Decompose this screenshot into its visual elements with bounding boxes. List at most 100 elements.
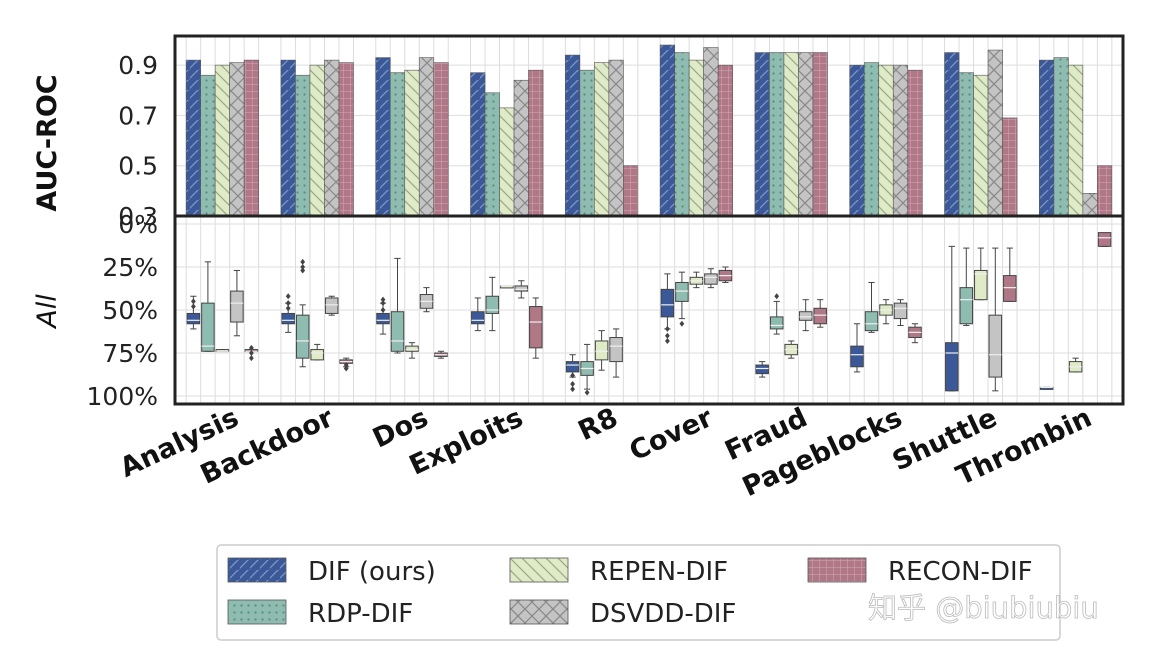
- box-pageblocks-4: [908, 323, 922, 344]
- outlier-point: [300, 264, 306, 270]
- bottom-y-tick-label: 25%: [102, 253, 158, 282]
- box-cover-1: [675, 271, 689, 320]
- bar-thrombin-1: [1053, 57, 1069, 217]
- bar-thrombin-2: [1068, 64, 1084, 217]
- bottom-panel-grid: [175, 216, 1123, 404]
- bottom-y-tick-label: 75%: [102, 339, 158, 368]
- box-dos-4: [434, 350, 448, 359]
- outlier-point: [665, 337, 670, 344]
- box-shuttle-4: [1003, 247, 1017, 302]
- legend-label: DSVDD-DIF: [590, 599, 736, 629]
- bar-thrombin-3: [1082, 193, 1098, 217]
- bar-backdoor-0: [280, 59, 296, 217]
- box-exploits-2: [500, 285, 514, 289]
- top-y-tick-label: 0.5: [118, 152, 158, 181]
- bar-analysis-2: [214, 64, 230, 217]
- box-shuttle-2: [974, 247, 988, 301]
- bar-pageblocks-2: [878, 64, 894, 217]
- bottom-y-tick-label: 0%: [118, 210, 158, 239]
- outlier-point: [774, 293, 780, 300]
- outlier-point: [191, 298, 196, 305]
- box-cover-2: [689, 271, 704, 289]
- box-exploits-3: [514, 280, 529, 299]
- box-pageblocks-0: [850, 323, 864, 373]
- bar-cover-4: [717, 64, 733, 217]
- outlier-point: [665, 332, 670, 339]
- outlier-point: [249, 355, 254, 362]
- box-iqr: [405, 345, 419, 352]
- legend-swatch: [227, 599, 287, 625]
- box-dos-3: [419, 287, 434, 313]
- bar-cover-2: [688, 59, 704, 217]
- bar-fraud-3: [798, 52, 814, 217]
- outlier-point: [380, 296, 386, 303]
- legend-label: DIF (ours): [308, 557, 436, 587]
- legend-label: REPEN-DIF: [590, 557, 728, 587]
- box-iqr: [529, 306, 543, 349]
- outlier-point: [343, 365, 349, 372]
- bar-shuttle-1: [958, 72, 974, 217]
- bar-backdoor-1: [295, 74, 311, 217]
- bottom-y-tick-label: 50%: [102, 296, 158, 325]
- bar-analysis-0: [185, 59, 201, 217]
- legend-swatch: [807, 557, 867, 583]
- bar-cover-0: [659, 44, 675, 217]
- box-iqr: [755, 364, 769, 375]
- bar-dos-4: [433, 62, 449, 217]
- bar-r8-0: [565, 54, 581, 217]
- box-iqr: [988, 314, 1003, 378]
- top-panel-bars: [185, 44, 1113, 217]
- legend-item-4: RECON-DIF: [807, 557, 1033, 587]
- outlier-point: [249, 344, 254, 351]
- top-y-axis-title: AUC-ROC: [32, 74, 63, 211]
- box-analysis-1: [201, 261, 215, 352]
- box-backdoor-1: [295, 304, 310, 368]
- box-iqr: [798, 311, 813, 321]
- box-iqr: [1097, 232, 1112, 247]
- legend-swatch: [509, 599, 569, 625]
- bottom-y-axis-title: All: [32, 294, 63, 330]
- box-fraud-3: [798, 299, 813, 332]
- box-dos-2: [405, 342, 419, 359]
- bar-dos-2: [404, 69, 420, 217]
- box-cover-3: [704, 268, 718, 289]
- outlier-point: [249, 350, 254, 356]
- outlier-point: [285, 293, 291, 300]
- box-iqr: [959, 287, 974, 325]
- box-iqr: [769, 316, 784, 330]
- box-iqr: [376, 312, 390, 325]
- box-iqr: [514, 285, 529, 292]
- outlier-point: [191, 303, 196, 310]
- outlier-point: [570, 380, 575, 387]
- outlier-point: [380, 307, 386, 313]
- box-iqr: [230, 290, 244, 323]
- bar-thrombin-4: [1097, 165, 1113, 217]
- box-iqr: [675, 281, 689, 302]
- bar-shuttle-0: [944, 52, 960, 217]
- box-iqr: [609, 337, 623, 363]
- bar-thrombin-0: [1039, 59, 1055, 217]
- box-r8-1: [580, 343, 594, 390]
- box-pageblocks-2: [879, 299, 893, 325]
- box-shuttle-1: [959, 247, 974, 326]
- bar-pageblocks-1: [863, 62, 880, 217]
- box-iqr: [1003, 275, 1017, 302]
- box-iqr: [390, 311, 405, 352]
- box-analysis-2: [215, 349, 230, 353]
- box-iqr: [186, 312, 201, 325]
- bar-dos-3: [418, 57, 435, 217]
- box-r8-3: [609, 328, 623, 378]
- bar-exploits-0: [470, 72, 486, 217]
- box-analysis-3: [230, 269, 244, 337]
- box-thrombin-2: [1068, 357, 1083, 373]
- bar-cover-1: [674, 52, 690, 217]
- bar-backdoor-2: [309, 64, 325, 217]
- box-pageblocks-3: [893, 299, 908, 326]
- legend-label: RECON-DIF: [888, 557, 1033, 587]
- outlier-point: [285, 300, 291, 307]
- bar-shuttle-3: [987, 49, 1003, 217]
- box-iqr: [864, 311, 879, 332]
- box-backdoor-2: [310, 343, 324, 361]
- legend-swatch: [227, 557, 287, 583]
- box-exploits-4: [529, 297, 543, 359]
